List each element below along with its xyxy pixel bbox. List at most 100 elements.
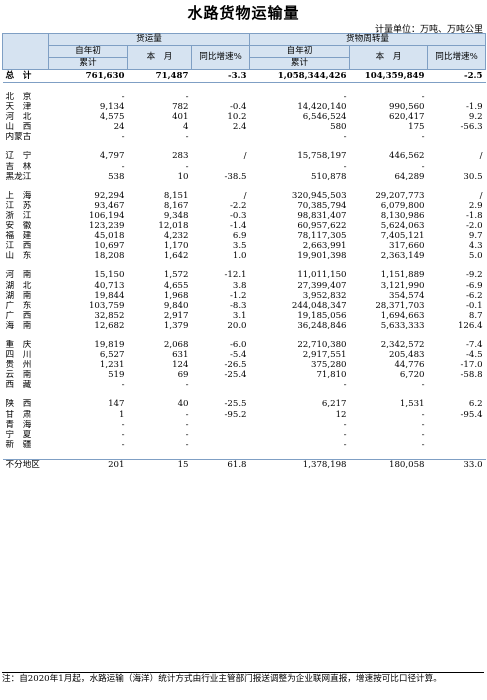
turnover-yoy-cell: -4.5 — [465, 350, 483, 361]
region-cell: 宁 夏 — [5, 429, 32, 440]
turnover-month-cell: 990,560 — [388, 102, 425, 113]
turnover-yoy-cell: -95.4 — [460, 409, 483, 420]
freight-ytd-cell: 45,018 — [94, 231, 125, 242]
turnover-ytd-cell: 19,901,398 — [297, 251, 347, 262]
turnover-yoy-cell: -1.8 — [465, 210, 483, 221]
region-cell: 湖 北 — [5, 280, 32, 291]
freight-ytd-cell: 519 — [108, 370, 125, 381]
freight-month-cell: 1,968 — [163, 290, 189, 301]
freight-ytd-cell: 40,713 — [94, 280, 125, 291]
table-row: 辽 宁 4,797 283 / 15,758,197 446,562 / — [3, 151, 486, 161]
region-cell: 广 东 — [5, 300, 32, 311]
turnover-yoy-cell: -17.0 — [460, 360, 483, 371]
turnover-ytd-cell: - — [343, 132, 347, 143]
turnover-ytd-cell: 36,248,846 — [297, 320, 347, 331]
freight-yoy-cell: -26.5 — [224, 360, 247, 371]
turnover-month-cell: 1,151,889 — [380, 270, 425, 281]
turnover-month-cell: - — [421, 429, 425, 440]
turnover-yoy-cell: 9.7 — [468, 231, 483, 242]
turnover-ytd-header-2: 累计 — [249, 57, 351, 70]
freight-ytd-cell: - — [121, 380, 125, 391]
freight-yoy-cell: 3.1 — [232, 310, 247, 321]
spacer-row — [3, 390, 486, 399]
turnover-ytd-cell: - — [343, 439, 347, 450]
turnover-ytd-cell: 22,710,380 — [297, 339, 347, 350]
region-cell: 江 西 — [5, 241, 32, 252]
region-cell: 河 北 — [5, 112, 32, 123]
freight-ytd-cell: 538 — [108, 171, 125, 182]
table-row: 海 南 12,682 1,379 20.0 36,248,846 5,633,333 126… — [3, 321, 486, 331]
freight-yoy-cell: / — [243, 151, 247, 162]
freight-yoy-cell: 6.9 — [232, 231, 247, 242]
freight-month-cell: 124 — [172, 360, 189, 371]
freight-ytd-cell: - — [121, 161, 125, 172]
turnover-yoy-cell: -56.3 — [460, 122, 483, 133]
turnover-yoy-cell: -58.8 — [460, 370, 483, 381]
region-cell: 黑龙江 — [5, 171, 32, 182]
freight-month-cell: 40 — [177, 399, 189, 410]
freight-yoy-cell — [192, 430, 250, 440]
freight-ytd-cell: 6,527 — [99, 350, 125, 361]
total-turnover-month: 104,359,849 — [349, 69, 428, 83]
table-row: 甘 肃 1 - -95.2 12 - -95.4 — [3, 410, 486, 420]
freight-month-cell: - — [185, 419, 189, 430]
freight-yoy-header: 同比增速% — [190, 45, 251, 70]
table-row: 内蒙古 - - - - — [3, 132, 486, 142]
spacer-cell — [3, 142, 486, 151]
turnover-yoy-cell — [428, 430, 486, 440]
turnover-month-cell: 2,342,572 — [380, 339, 425, 350]
table-row: 西 藏---- — [3, 380, 486, 390]
turnover-ytd-cell: 14,420,140 — [297, 102, 347, 113]
region-cell: 西 藏 — [5, 380, 32, 391]
turnover-yoy-cell — [428, 92, 486, 102]
turnover-yoy-cell: 9.2 — [468, 112, 483, 123]
total-row: 总 计 761,630 71,487 -3.3 1,058,344,426 10… — [2, 69, 486, 83]
freight-month-cell: 4 — [183, 122, 189, 133]
table-row: 湖 北 40,713 4,655 3.8 27,399,407 3,121,990 -6.9 — [3, 281, 486, 291]
table-row: 山 东 18,208 1,642 1.0 19,901,398 2,363,149 5.0 — [3, 251, 486, 261]
freight-yoy-cell: -0.3 — [229, 210, 247, 221]
region-cell: 不分地区 — [2, 458, 49, 471]
region-cell: 浙 江 — [5, 210, 32, 221]
region-cell: 吉 林 — [5, 161, 32, 172]
table-row: 广 西 32,852 2,917 3.1 19,185,056 1,694,663 8.7 — [3, 311, 486, 321]
turnover-yoy-cell: -6.9 — [465, 280, 483, 291]
region-cell: 重 庆 — [5, 339, 32, 350]
region-cell: 北 京 — [5, 92, 32, 102]
table-row: 青 海---- — [3, 420, 486, 430]
turnover-ytd-cell: - — [343, 429, 347, 440]
freight-month-cell: 12,018 — [158, 221, 189, 232]
turnover-ytd-cell: 70,385,794 — [297, 200, 347, 211]
total-label: 总 计 — [2, 69, 49, 83]
freight-month-cell: 1,170 — [163, 241, 189, 252]
freight-month-cell: 4,232 — [163, 231, 189, 242]
freight-ytd-cell: - — [121, 92, 125, 102]
region-cell: 安 徽 — [5, 221, 32, 232]
region-cell: 贵 州 — [5, 360, 32, 371]
freight-ytd-cell: 103,759 — [88, 300, 125, 311]
freight-month-cell: - — [185, 429, 189, 440]
freight-yoy-cell: 61.8 — [191, 458, 250, 471]
turnover-yoy-cell: 126.4 — [457, 320, 483, 331]
freight-month-cell: - — [185, 161, 189, 172]
region-cell: 湖 南 — [5, 290, 32, 301]
freight-ytd-cell: 12,682 — [94, 320, 125, 331]
spacer-cell — [3, 83, 486, 93]
freight-yoy-cell: -38.5 — [224, 171, 247, 182]
turnover-month-header: 本 月 — [349, 45, 429, 70]
freight-ytd-cell: 147 — [108, 399, 125, 410]
freight-month-cell: - — [185, 439, 189, 450]
freight-yoy-cell — [192, 132, 250, 142]
turnover-month-cell: 446,562 — [388, 151, 425, 162]
freight-month-cell: 2,917 — [163, 310, 189, 321]
table-row: 宁 夏---- — [3, 430, 486, 440]
region-cell: 海 南 — [5, 320, 32, 331]
table-row: 安 徽 123,239 12,018 -1.4 60,957,622 5,624,063 -… — [3, 221, 486, 231]
total-freight-ytd: 761,630 — [48, 69, 128, 83]
freight-month-cell: - — [185, 380, 189, 391]
turnover-yoy-cell: 30.5 — [463, 171, 483, 182]
region-cell: 辽 宁 — [5, 151, 32, 162]
freight-ytd-cell: 92,294 — [94, 190, 125, 201]
turnover-month-cell: 620,417 — [388, 112, 425, 123]
turnover-month-cell: 6,720 — [399, 370, 425, 381]
